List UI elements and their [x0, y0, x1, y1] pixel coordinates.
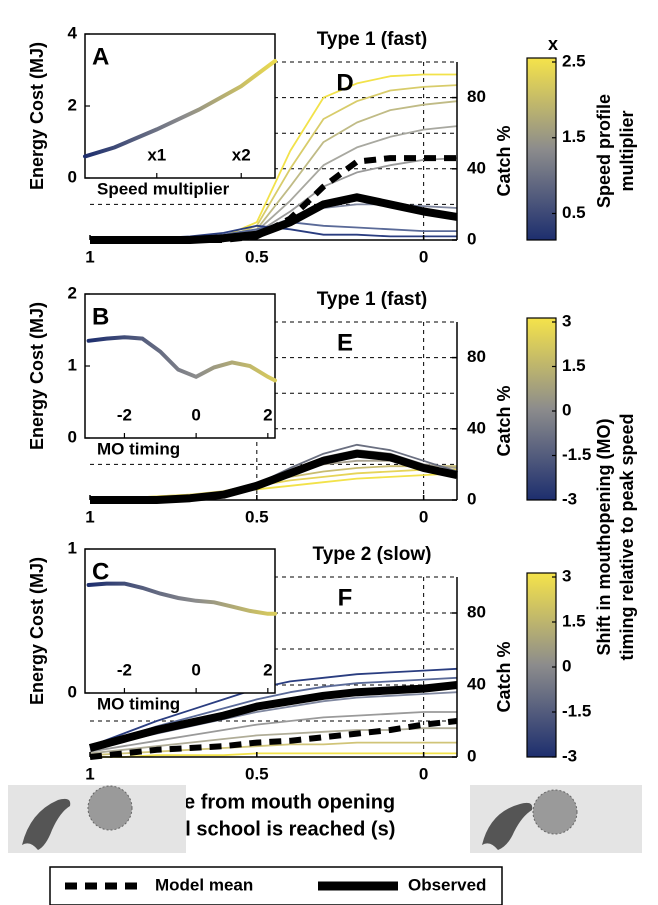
inset-y-tick-label: 2: [68, 283, 77, 302]
series-line: [89, 468, 457, 501]
colorbar-label: Shift in mouthopening (MO): [594, 419, 614, 656]
x-tick-label: 0.5: [245, 247, 269, 266]
inset-y-label: Energy Cost (MJ): [27, 302, 47, 450]
x-tick-label: 1: [85, 507, 94, 526]
colorbar: [526, 317, 557, 501]
colorbar-label: multiplier: [617, 110, 637, 191]
inset-y-tick-label: 1: [68, 538, 77, 557]
inset-x-tick-label: 0: [191, 660, 200, 679]
inset-x-tick-label: x2: [232, 145, 251, 164]
panel-label: E: [337, 329, 353, 356]
inset-panel-label: C: [92, 558, 109, 585]
x-axis-label: Time from mouth opening: [149, 791, 395, 813]
y-tick-label: 80: [467, 87, 486, 106]
series-line: [90, 193, 458, 244]
x-tick-label: 1: [85, 764, 94, 783]
y-tick-label: 40: [467, 418, 486, 437]
inset-y-tick-label: 0: [68, 167, 77, 186]
inset-y-tick-label: 0: [68, 682, 77, 701]
colorbar-tick-label: -1.5: [562, 701, 591, 720]
colorbar-label: Speed profile: [594, 94, 614, 208]
panel-label: F: [338, 584, 353, 611]
inset-y-label: Energy Cost (MJ): [27, 42, 47, 190]
colorbar-tick-label: 0: [562, 400, 571, 419]
inset-x-tick-label: -2: [117, 405, 132, 424]
y-tick-label: 0: [467, 746, 476, 765]
panel-label: D: [336, 69, 353, 96]
inset-y-tick-label: 0: [68, 427, 77, 446]
colorbar-tick-label: 1.5: [562, 611, 586, 630]
y-tick-label: 40: [467, 158, 486, 177]
inset-x-tick-label: 2: [263, 660, 272, 679]
inset-x-label: Speed multiplier: [97, 179, 230, 198]
colorbar-tick-label: 2.5: [562, 51, 586, 70]
colorbar-title: x: [548, 34, 558, 54]
inset-line: [83, 59, 277, 159]
colorbar-tick-label: -1.5: [562, 445, 591, 464]
y-axis-label: Catch %: [494, 385, 514, 456]
inset-x-label: MO timing: [97, 439, 180, 458]
inset-panel-label: B: [92, 303, 109, 330]
legend-label: Observed: [408, 875, 486, 894]
x-tick-label: 0: [419, 247, 428, 266]
legend-label: Model mean: [155, 875, 253, 894]
colorbar-tick-label: 0: [562, 656, 571, 675]
x-tick-label: 0.5: [245, 764, 269, 783]
inset-x-tick-label: 0: [191, 405, 200, 424]
colorbar-label: timing relative to peak speed: [617, 413, 637, 660]
inset-x-tick-label: x1: [147, 145, 166, 164]
y-tick-label: 80: [467, 347, 486, 366]
x-tick-label: 0: [419, 764, 428, 783]
inset-y-tick-label: 1: [68, 355, 77, 374]
series-line: [89, 711, 457, 753]
colorbar-tick-label: -3: [562, 746, 577, 765]
inset-y-tick-label: 2: [68, 95, 77, 114]
inset-frame: [84, 33, 276, 179]
inset-y-label: Energy Cost (MJ): [27, 557, 47, 705]
y-tick-label: 0: [467, 489, 476, 508]
y-tick-label: 0: [467, 229, 476, 248]
inset-x-tick-label: -2: [117, 660, 132, 679]
chart-title: Type 1 (fast): [317, 29, 428, 50]
y-axis-label: Catch %: [494, 641, 514, 712]
x-axis-label: until school is reached (s): [149, 818, 396, 840]
panel: 1 0.5 0 0 40 80 Catch % Type 2 (slow) F Time from…: [27, 538, 592, 840]
x-tick-label: 0: [419, 507, 428, 526]
colorbar-tick-label: 1.5: [562, 356, 586, 375]
series-line: [88, 681, 458, 752]
series-line: [90, 752, 457, 758]
colorbar-tick-label: -3: [562, 489, 577, 508]
inset-x-label: MO timing: [97, 694, 180, 713]
x-tick-label: 0.5: [245, 507, 269, 526]
colorbar-tick-label: 0.5: [562, 203, 586, 222]
x-tick-label: 1: [85, 247, 94, 266]
inset-panel-label: A: [92, 43, 109, 70]
inset-frame: [84, 548, 276, 694]
y-tick-label: 80: [467, 602, 486, 621]
inset-y-tick-label: 4: [68, 23, 78, 42]
series-line: [89, 718, 458, 760]
colorbar: [526, 572, 557, 758]
colorbar-tick-label: 3: [562, 566, 571, 585]
inset-x-tick-label: 2: [263, 405, 272, 424]
colorbar: [526, 57, 557, 241]
whale-far-icon: [8, 785, 186, 853]
panel: 1 0.5 0 0 40 80 Catch % Type 1 (fast) E -3 -1.5 0 1.…: [27, 283, 637, 660]
y-tick-label: 40: [467, 674, 486, 693]
chart-title: Type 1 (fast): [317, 289, 428, 310]
inset-line: [86, 335, 277, 383]
chart-title: Type 2 (slow): [313, 544, 432, 565]
inset-line: [86, 581, 277, 616]
y-axis-label: Catch %: [494, 125, 514, 196]
colorbar-tick-label: 1.5: [562, 127, 586, 146]
colorbar-tick-label: 3: [562, 311, 571, 330]
whale-near-icon: [470, 785, 642, 853]
